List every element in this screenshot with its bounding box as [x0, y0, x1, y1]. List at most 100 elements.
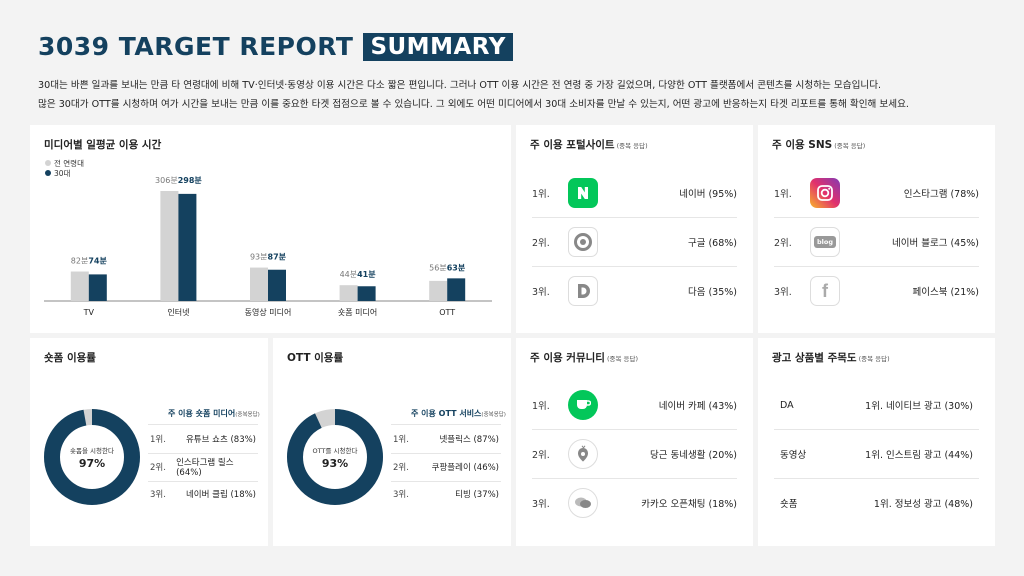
- ott-center-value: 93%: [321, 457, 349, 470]
- ad-type-1: DA: [780, 399, 794, 411]
- portal-row-1: 1위. 네이버 (95%): [532, 169, 737, 217]
- intro-line-2: 많은 30대가 OTT를 시청하며 여가 시간을 보내는 만큼 이를 중요한 타…: [38, 99, 909, 110]
- bar-30대-동영상 미디어: [268, 269, 286, 301]
- shortform-divider-2: [148, 481, 258, 482]
- bar-30대-TV: [88, 274, 107, 301]
- ad-row-shortform: 숏폼 1위. 정보성 광고 (48%): [780, 479, 973, 527]
- category-label-인터넷: 인터넷: [167, 307, 189, 317]
- naver-cafe-icon: [568, 390, 598, 420]
- ott-list-title: 주 이용 OTT 서비스(중복응답): [411, 408, 506, 419]
- community-rank-3: 3위.: [532, 499, 550, 510]
- ad-row-video: 동영상 1위. 인스트림 광고 (44%): [780, 430, 973, 478]
- sns-title-text: 주 이용 SNS: [772, 139, 833, 151]
- blog-icon: blog: [810, 227, 840, 257]
- sns-title-sub: (중복 응답): [834, 142, 866, 150]
- bar-전 연령대-OTT: [429, 280, 448, 301]
- ott-rank-3: 3위.: [393, 490, 409, 500]
- community-divider-1: [532, 429, 737, 430]
- sns-row-2: 2위. blog 네이버 블로그 (45%): [774, 218, 979, 266]
- portal-title-text: 주 이용 포털사이트: [530, 139, 615, 151]
- ad-divider-2: [774, 478, 979, 479]
- sns-rank-3: 3위.: [774, 287, 792, 298]
- community-card: 주 이용 커뮤니티 (중복 응답) 1위. 네이버 카페 (43%) 2위. 당근…: [516, 338, 753, 546]
- bar-30대-인터넷: [178, 193, 197, 301]
- shortform-row-3: 3위. 네이버 클립 (18%): [150, 481, 256, 507]
- shortform-donut-chart: [44, 409, 140, 505]
- community-divider-2: [532, 478, 737, 479]
- legend-marker-1: [45, 170, 51, 176]
- sns-title: 주 이용 SNS (중복 응답): [772, 137, 865, 152]
- ad-label-3: 1위. 정보성 광고 (48%): [873, 499, 973, 510]
- portal-title: 주 이용 포털사이트 (중복 응답): [530, 137, 648, 152]
- ad-type-3: 숏폼: [780, 499, 798, 510]
- legend-marker-0: [45, 160, 51, 166]
- shortform-list-title: 주 이용 숏폼 미디어(중복응답): [168, 408, 260, 419]
- daum-icon: [568, 276, 598, 306]
- instagram-icon: [810, 178, 840, 208]
- intro-text: 30대는 바쁜 일과를 보내는 만큼 타 연령대에 비해 TV·인터넷·동영상 …: [38, 76, 998, 114]
- ad-attention-card: 광고 상품별 주목도 (중복 응답) DA 1위. 네이티브 광고 (30%) 동…: [758, 338, 995, 546]
- portal-label-3: 다음 (35%): [687, 287, 737, 298]
- ott-rank-2: 2위.: [393, 463, 409, 473]
- summary-badge: SUMMARY: [363, 32, 513, 61]
- shortform-divider-0: [148, 424, 258, 425]
- shortform-card: 숏폼 이용률 숏폼을 시청한다 97% 주 이용 숏폼 미디어(중복응답) 1위…: [30, 338, 268, 546]
- google-icon: [568, 227, 598, 257]
- ott-center-label: OTT를 시청한다: [312, 447, 358, 455]
- value-label-OTT: 56분63분: [429, 263, 466, 272]
- ott-donut-value: [287, 409, 383, 505]
- ott-row-2: 2위. 쿠팡플레이 (46%): [393, 454, 499, 480]
- ott-donut-chart: [287, 409, 383, 505]
- ott-divider-0: [391, 424, 501, 425]
- shortform-list-title-text: 주 이용 숏폼 미디어: [168, 409, 236, 418]
- portal-label-1: 네이버 (95%): [679, 189, 737, 200]
- bar-전 연령대-숏폼 미디어: [339, 285, 358, 301]
- shortform-rank-2: 2위.: [150, 463, 166, 473]
- ott-row-3: 3위. 티빙 (37%): [393, 481, 499, 507]
- value-label-인터넷: 306분298분: [155, 176, 202, 185]
- community-row-1: 1위. 네이버 카페 (43%): [532, 381, 737, 429]
- sns-label-2: 네이버 블로그 (45%): [891, 238, 979, 249]
- ott-label-1: 넷플릭스 (87%): [439, 435, 499, 445]
- portal-divider-1: [532, 217, 737, 218]
- bar-전 연령대-동영상 미디어: [250, 267, 268, 301]
- portal-divider-2: [532, 266, 737, 267]
- portal-rank-3: 3위.: [532, 287, 550, 298]
- ott-divider-2: [391, 481, 501, 482]
- value-label-TV: 82분74분: [71, 257, 108, 266]
- shortform-center: 숏폼을 시청한다 97%: [42, 445, 142, 470]
- ott-row-1: 1위. 넷플릭스 (87%): [393, 426, 499, 452]
- community-label-3: 카카오 오픈채팅 (18%): [641, 499, 737, 510]
- category-label-동영상 미디어: 동영상 미디어: [245, 307, 292, 317]
- community-row-3: 3위. 카카오 오픈채팅 (18%): [532, 479, 737, 527]
- community-label-2: 당근 동네생활 (20%): [649, 450, 737, 461]
- ott-title: OTT 이용률: [287, 352, 344, 364]
- blog-icon-text: blog: [814, 236, 836, 248]
- shortform-donut-value: [44, 409, 140, 505]
- report-title-text: 3039 TARGET REPORT: [38, 32, 354, 61]
- ad-row-da: DA 1위. 네이티브 광고 (30%): [780, 381, 973, 429]
- portal-row-3: 3위. 다음 (35%): [532, 267, 737, 315]
- daangn-icon: [568, 439, 598, 469]
- sns-divider-1: [774, 217, 979, 218]
- shortform-center-label: 숏폼을 시청한다: [70, 447, 114, 455]
- ott-label-2: 쿠팡플레이 (46%): [431, 463, 499, 473]
- shortform-label-2: 인스타그램 릴스 (64%): [176, 458, 234, 478]
- community-row-2: 2위. 당근 동네생활 (20%): [532, 430, 737, 478]
- category-label-TV: TV: [83, 308, 95, 317]
- community-label-1: 네이버 카페 (43%): [658, 401, 737, 412]
- category-label-숏폼 미디어: 숏폼 미디어: [338, 307, 377, 317]
- ott-list-title-text: 주 이용 OTT 서비스: [411, 409, 482, 418]
- sns-rank-1: 1위.: [774, 189, 792, 200]
- facebook-icon-text: f: [822, 280, 828, 301]
- legend-label-0: 전 연령대: [54, 158, 84, 168]
- value-label-동영상 미디어: 93분87분: [250, 253, 287, 262]
- portal-rank-2: 2위.: [532, 238, 550, 249]
- ott-divider-1: [391, 453, 501, 454]
- naver-icon: [568, 178, 598, 208]
- media-usage-card: 미디어별 일평균 이용 시간 전 연령대 30대 82분74분 TV 306분298분 인…: [30, 125, 511, 333]
- shortform-title: 숏폼 이용률: [44, 352, 96, 364]
- shortform-label-3: 네이버 클립 (18%): [185, 490, 256, 500]
- ad-attention-title-text: 광고 상품별 주목도: [772, 352, 857, 364]
